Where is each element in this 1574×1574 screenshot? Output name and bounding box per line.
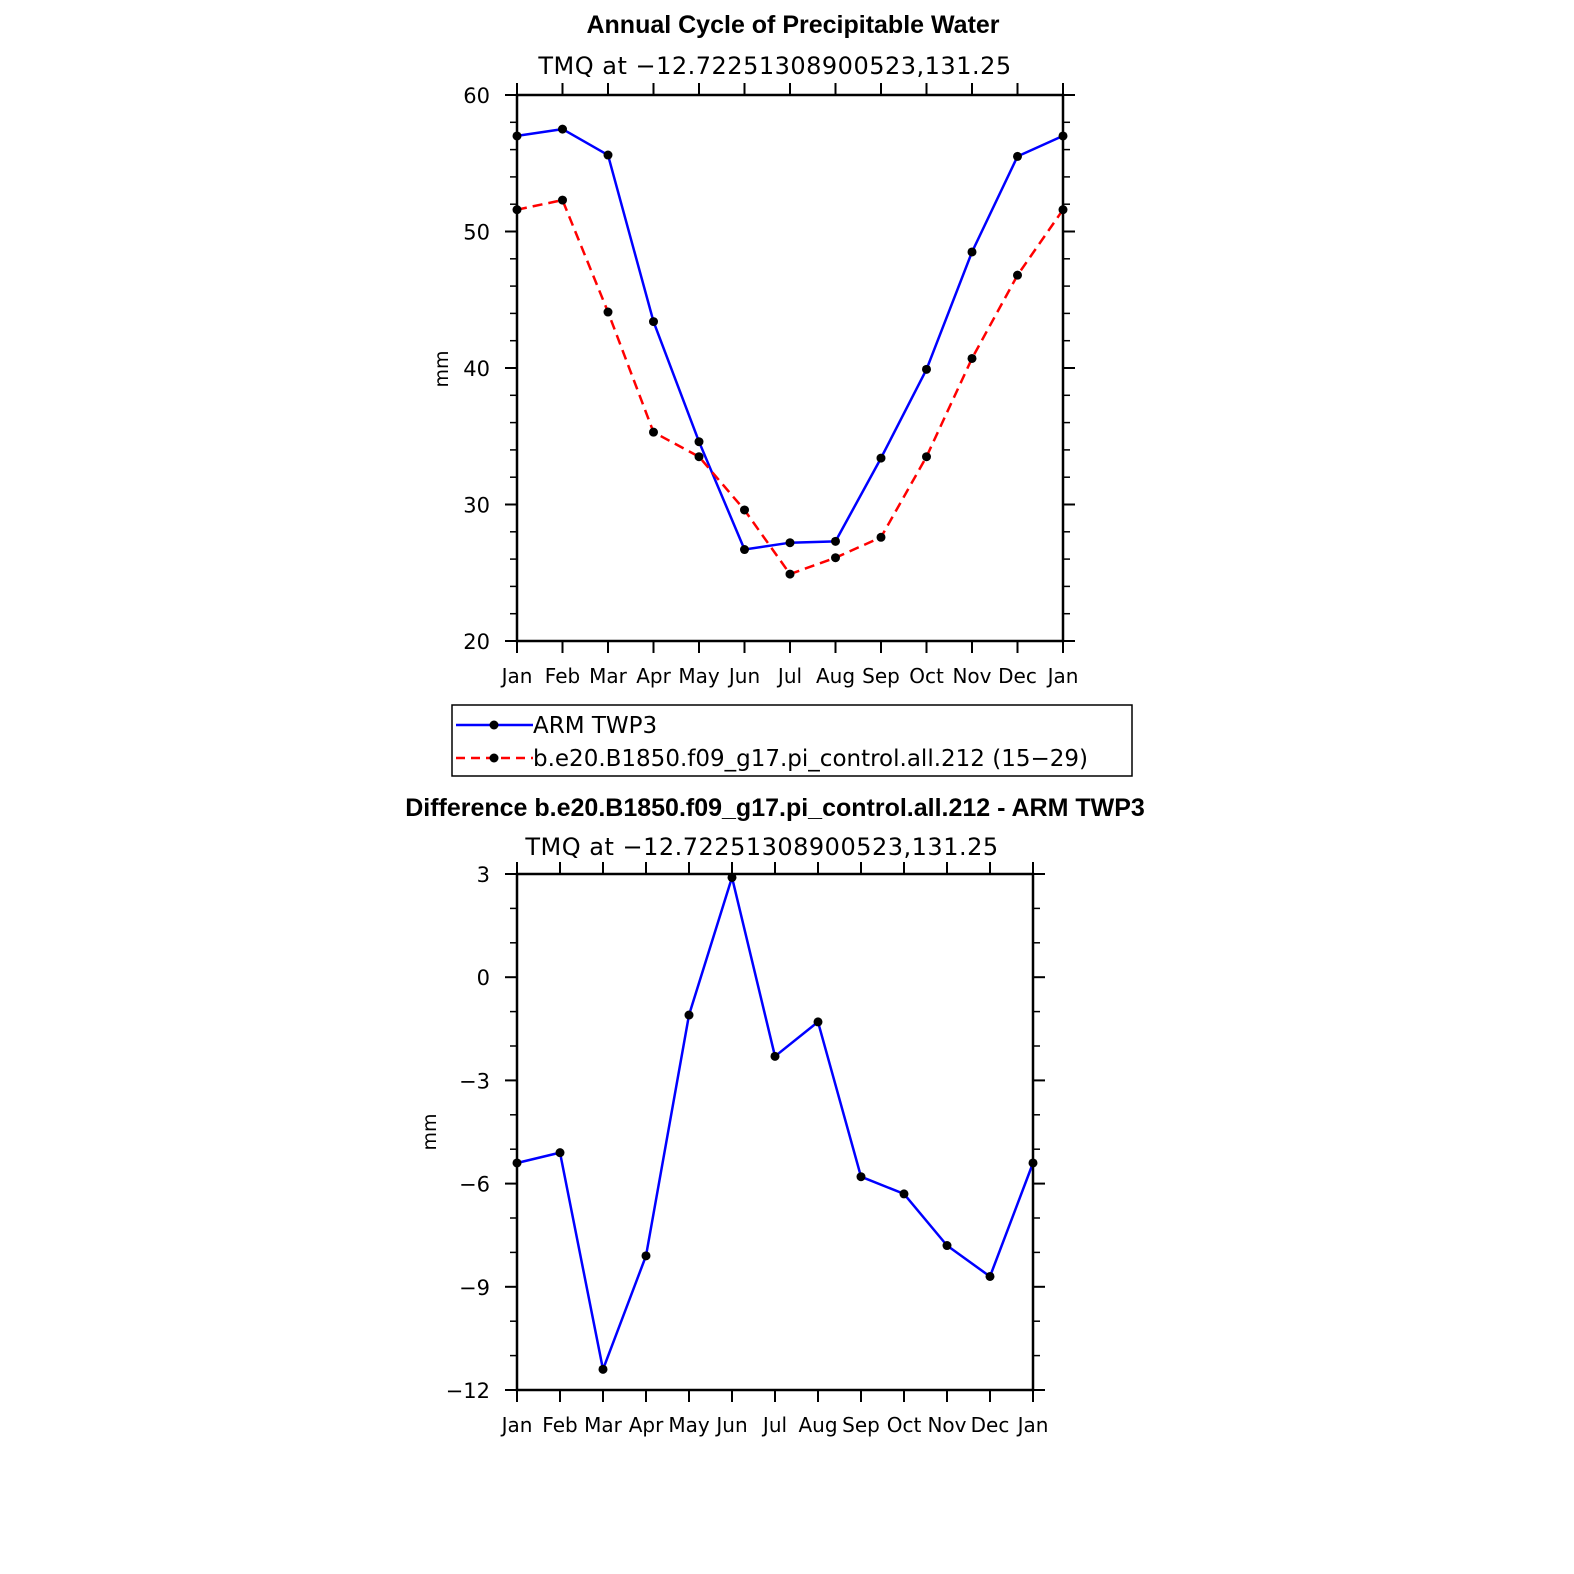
legend-box [451, 704, 1133, 777]
y-tick-label: −12 [446, 1379, 490, 1403]
chart-title: Annual Cycle of Precipitable Water [586, 11, 999, 39]
y-axis-label: mm [419, 1113, 441, 1150]
y-tick-label: 0 [477, 966, 490, 990]
legend: ARM TWP3 b.e20.B1850.f09_g17.pi_control.… [451, 704, 1133, 777]
difference-chart: Difference b.e20.B1850.f09_g17.pi_contro… [405, 794, 1145, 1437]
legend-label-arm-twp3: ARM TWP3 [533, 713, 657, 739]
x-tick-label-nov: Nov [927, 1413, 966, 1437]
y-tick-labels: −12 −9 −6 −3 0 3 [446, 863, 490, 1403]
x-tick-label-sep: Sep [842, 1413, 880, 1437]
x-tick-label-jan: Jan [1016, 1413, 1049, 1437]
data-point-may [694, 437, 704, 447]
data-point-aug [831, 553, 840, 563]
x-tick-label-feb: Feb [542, 1413, 577, 1437]
x-tick-label-may: May [678, 664, 720, 688]
x-tick-label-may: May [668, 1413, 710, 1437]
data-point-sep [856, 1172, 866, 1182]
data-point-jul [785, 569, 795, 579]
legend-marker-arm-twp3 [489, 720, 499, 730]
data-point-jun [740, 545, 749, 555]
axis-ticks [505, 83, 1075, 653]
x-tick-label-jun: Jun [714, 1413, 747, 1437]
x-tick-label-jan: Jan [1046, 664, 1079, 688]
x-tick-label-jun: Jun [727, 664, 760, 688]
x-tick-label-dec: Dec [971, 1413, 1010, 1437]
data-point-sep [876, 453, 886, 463]
data-point-oct [922, 364, 931, 374]
data-point-dec [985, 1271, 995, 1281]
x-tick-label-dec: Dec [998, 664, 1037, 688]
data-point-sep [876, 532, 886, 542]
y-tick-label: 50 [463, 221, 490, 245]
x-tick-label-mar: Mar [584, 1413, 623, 1437]
y-tick-label: −6 [459, 1173, 490, 1197]
data-point-feb [555, 1148, 565, 1158]
data-point-apr [641, 1251, 651, 1261]
data-point-may [684, 1010, 694, 1020]
legend-entry-arm-twp3: ARM TWP3 [456, 713, 657, 739]
data-point-apr [649, 427, 658, 437]
data-point-jul [785, 538, 795, 548]
x-tick-label-jul: Jul [761, 1413, 787, 1437]
x-tick-label-mar: Mar [589, 664, 628, 688]
data-point-nov [942, 1241, 952, 1251]
y-tick-label: −9 [459, 1276, 490, 1300]
chart-subtitle: TMQ at −12.72251308900523,131.25 [537, 52, 1011, 80]
data-point-feb [558, 124, 567, 134]
data-point-jun [740, 505, 749, 515]
annual-cycle-chart: Annual Cycle of Precipitable Water TMQ a… [431, 11, 1133, 777]
data-point-mar [598, 1364, 608, 1374]
x-tick-label-jan: Jan [500, 1413, 533, 1437]
x-tick-label-sep: Sep [862, 664, 900, 688]
data-point-dec [1013, 270, 1022, 280]
plot-frame [515, 872, 1035, 1392]
series-group [512, 124, 1068, 579]
y-tick-label: 60 [463, 84, 490, 108]
data-point-nov [967, 353, 977, 363]
data-point-aug [813, 1017, 823, 1027]
data-point-oct [922, 452, 931, 462]
y-tick-label: 30 [463, 494, 490, 518]
x-tick-label-jul: Jul [776, 664, 802, 688]
data-point-feb [558, 195, 567, 205]
data-point-aug [831, 536, 840, 546]
data-point-dec [1013, 151, 1022, 161]
x-tick-labels: Jan Feb Mar Apr May Jun Jul Aug Sep Oct Nov Dec Jan [500, 1413, 1049, 1437]
series-group [512, 872, 1038, 1374]
x-tick-labels: Jan Feb Mar Apr May Jun Jul Aug Sep Oct Nov Dec Jan [500, 664, 1079, 688]
x-tick-label-oct: Oct [887, 1413, 922, 1437]
plot-frame [515, 93, 1065, 643]
series-line-difference [516, 876, 1035, 1371]
y-tick-label: 40 [463, 357, 490, 381]
data-point-may [694, 452, 704, 462]
y-axis-label: mm [431, 350, 453, 387]
data-point-jul [770, 1051, 780, 1061]
chart-subtitle: TMQ at −12.72251308900523,131.25 [524, 833, 998, 861]
chart-title: Difference b.e20.B1850.f09_g17.pi_contro… [405, 794, 1145, 822]
series-line-b-e20-b1850-f09-g17-pi-control-all-212-15-29 [516, 198, 1065, 576]
data-point-apr [649, 317, 658, 327]
x-tick-label-apr: Apr [636, 664, 671, 688]
data-point-oct [899, 1189, 909, 1199]
legend-label-model: b.e20.B1850.f09_g17.pi_control.all.212 (… [533, 746, 1088, 772]
data-point-nov [967, 247, 977, 257]
legend-marker-model [489, 753, 499, 763]
x-tick-label-apr: Apr [629, 1413, 664, 1437]
x-tick-label-aug: Aug [798, 1413, 837, 1437]
y-tick-labels: 20 30 40 50 60 [463, 84, 490, 654]
axis-ticks [505, 862, 1045, 1402]
y-tick-label: 3 [477, 863, 490, 887]
x-tick-label-oct: Oct [909, 664, 944, 688]
y-tick-label: 20 [463, 630, 490, 654]
data-point-mar [603, 150, 613, 160]
x-tick-label-nov: Nov [952, 664, 991, 688]
legend-entry-model: b.e20.B1850.f09_g17.pi_control.all.212 (… [456, 746, 1088, 772]
x-tick-label-feb: Feb [545, 664, 580, 688]
data-point-mar [603, 307, 613, 317]
x-tick-label-aug: Aug [816, 664, 855, 688]
x-tick-label-jan: Jan [500, 664, 533, 688]
y-tick-label: −3 [459, 1069, 490, 1093]
